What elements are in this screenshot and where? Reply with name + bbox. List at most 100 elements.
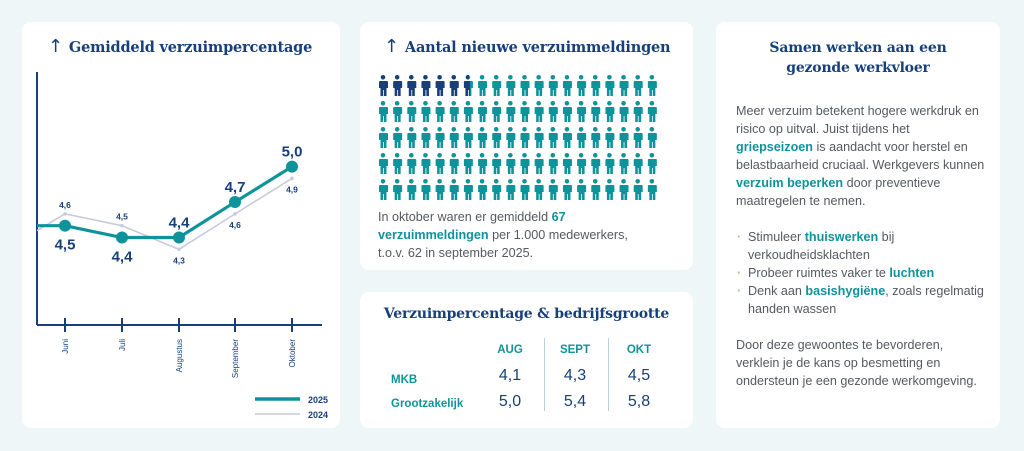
person-body — [591, 185, 601, 200]
person-icon — [506, 101, 516, 122]
person-icon — [478, 101, 488, 122]
person-icon — [562, 153, 572, 174]
person-head — [437, 101, 442, 106]
person-body — [478, 133, 488, 148]
person-body — [520, 159, 530, 174]
person-head — [607, 75, 612, 80]
tip-item: Probeer ruimtes vaker te luchten — [736, 264, 986, 282]
person-head — [621, 153, 626, 158]
person-body — [492, 133, 502, 148]
person-head — [409, 179, 414, 184]
person-body — [534, 107, 544, 122]
person-icon — [577, 153, 587, 174]
person-body — [619, 107, 629, 122]
person-body — [393, 185, 403, 200]
person-head — [437, 179, 442, 184]
person-body — [407, 159, 417, 174]
person-icon — [591, 101, 601, 122]
person-icon — [421, 127, 431, 148]
x-tick-label: September — [231, 339, 240, 378]
person-head — [621, 101, 626, 106]
person-icon — [562, 127, 572, 148]
person-head — [508, 75, 513, 80]
info-title-line: Samen werken aan een — [769, 40, 947, 56]
x-tick-label: Juni — [61, 339, 70, 354]
person-body — [562, 185, 572, 200]
person-icon — [619, 75, 629, 96]
series-2025-data-label: 4,7 — [225, 179, 246, 196]
person-body — [633, 133, 643, 148]
person-body — [591, 133, 601, 148]
person-body — [577, 81, 587, 96]
series-2025-data-label: 5,0 — [282, 144, 303, 161]
person-icon — [492, 153, 502, 174]
text: Probeer ruimtes vaker te — [748, 266, 890, 280]
person-icon — [393, 101, 403, 122]
person-head — [451, 127, 457, 132]
person-icon — [647, 153, 657, 174]
person-head — [578, 75, 584, 80]
person-body — [605, 185, 615, 200]
meldingen-title: Aantal nieuwe verzuimmeldingen — [404, 39, 671, 56]
person-body — [577, 107, 587, 122]
person-icon — [492, 127, 502, 148]
text: Denk aan — [748, 284, 806, 298]
person-icon — [633, 101, 643, 122]
person-icon — [435, 101, 445, 122]
arrow-up-icon: ↑ — [48, 36, 63, 57]
person-head — [649, 179, 655, 184]
person-icon — [577, 75, 587, 96]
person-head — [465, 101, 471, 106]
person-body — [548, 185, 558, 200]
person-head — [493, 179, 499, 184]
row-label-mkb: MKB — [391, 374, 418, 386]
person-head — [536, 153, 541, 158]
person-body — [647, 133, 657, 148]
column-divider — [608, 338, 609, 411]
person-icon — [478, 179, 488, 200]
person-head — [635, 153, 640, 158]
person-icon — [492, 101, 502, 122]
person-body — [548, 159, 558, 174]
person-body — [463, 185, 473, 200]
person-head — [621, 179, 626, 184]
person-head — [564, 179, 570, 184]
person-body — [393, 81, 403, 96]
text: door preventieve maatregelen te nemen. — [736, 176, 941, 208]
person-icon — [393, 75, 403, 96]
person-body — [605, 159, 615, 174]
person-head — [380, 153, 386, 158]
person-icon — [506, 153, 516, 174]
table-cell: 4,5 — [627, 367, 651, 384]
person-head — [451, 101, 457, 106]
person-icon — [393, 153, 403, 174]
column-header-sept: SEPT — [559, 344, 591, 356]
series-2025-point — [173, 231, 185, 244]
x-tick-label: Juli — [118, 339, 127, 351]
person-head — [564, 153, 570, 158]
person-icon — [619, 153, 629, 174]
person-icon — [647, 101, 657, 122]
person-icon — [577, 101, 587, 122]
person-head — [536, 75, 541, 80]
person-icon — [435, 75, 445, 96]
person-icon — [407, 127, 417, 148]
person-body — [506, 159, 516, 174]
person-icon — [605, 101, 615, 122]
highlight-text: verzuim beperken — [736, 176, 844, 190]
person-icon — [492, 75, 502, 96]
person-icon — [548, 75, 558, 96]
person-head — [649, 153, 655, 158]
arrow-up-icon: ↑ — [384, 36, 399, 57]
person-head — [607, 153, 612, 158]
person-body — [478, 185, 488, 200]
person-body — [605, 107, 615, 122]
person-icon — [463, 75, 473, 96]
person-body — [534, 133, 544, 148]
person-head — [409, 127, 414, 132]
person-body — [619, 159, 629, 174]
person-head — [578, 127, 584, 132]
highlight-text: basishygiëne — [805, 284, 886, 298]
person-head — [493, 127, 499, 132]
person-body — [449, 159, 459, 174]
